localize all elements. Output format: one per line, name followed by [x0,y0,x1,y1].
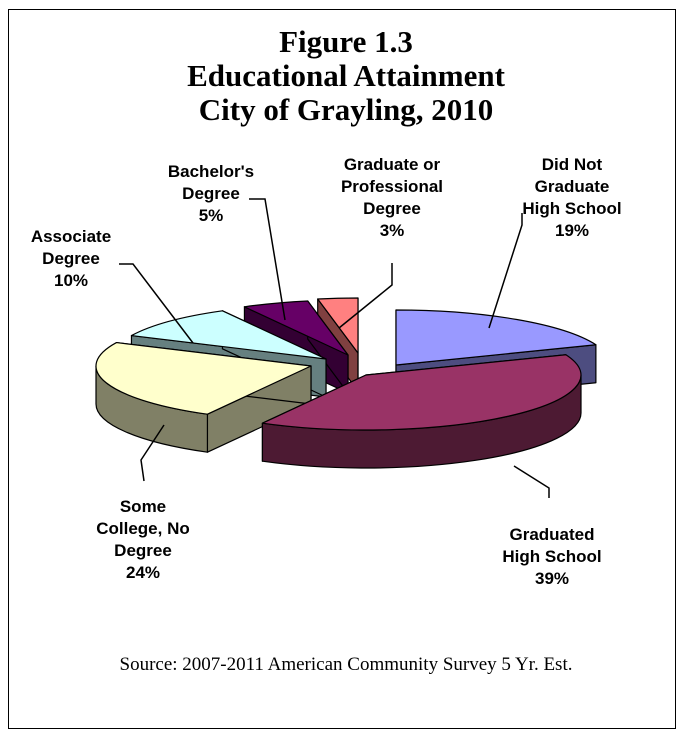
slice-2 [261,354,582,469]
slice-label-line: Graduated [509,525,594,544]
chart-title: Figure 1.3 Educational Attainment City o… [187,24,505,127]
figure-frame: Figure 1.3 Educational Attainment City o… [8,9,676,729]
slice-6-top [317,297,359,354]
slice-label-line: Associate [31,227,111,246]
pie-chart: Figure 1.3 Educational Attainment City o… [31,24,622,675]
slice-label-line: Bachelor's [168,162,254,181]
leader-lines [119,198,550,498]
slice-value-label-4: 10% [54,271,88,290]
slice-label-line: Some [120,497,166,516]
leader-line-2 [513,465,550,498]
slice-label-5: Bachelor's Degree 5% [168,162,254,225]
leader-line-6 [338,263,393,329]
slice-value-label-3: 24% [126,563,160,582]
title-line-2: Educational Attainment [187,58,505,93]
slice-value-label-5: 5% [199,206,224,225]
slice-label-line: Degree [42,249,100,268]
title-line-1: Figure 1.3 [279,24,413,59]
slice-2-top [261,354,582,431]
slice-1-top [395,309,597,366]
leader-line-5 [249,198,286,321]
slice-label-line: Professional [341,177,443,196]
slice-value-label-2: 39% [535,569,569,588]
slice-label-line: High School [502,547,601,566]
slice-label-line: Graduate [535,177,610,196]
slice-label-4: Associate Degree 10% [31,227,111,290]
slice-label-line: Degree [114,541,172,560]
slice-label-line: Degree [182,184,240,203]
pie-slices [95,297,597,469]
source-note: Source: 2007-2011 American Community Sur… [120,654,573,675]
leader-line-1 [488,213,523,329]
slice-labels: Did Not Graduate High School 19% Graduated Hi… [31,155,622,588]
slice-label-3: Some College, No Degree 24% [96,497,190,582]
title-line-3: City of Grayling, 2010 [199,92,494,127]
slice-label-line: Graduate or [344,155,441,174]
leader-line-3 [140,424,165,482]
slice-3-top [95,341,312,415]
slice-label-1: Did Not Graduate High School 19% [522,155,621,240]
slice-label-line: High School [522,199,621,218]
slice-label-line: College, No [96,519,190,538]
slice-3 [95,341,312,453]
slice-4-top [130,310,327,360]
slice-value-label-6: 3% [380,221,405,240]
slice-value-label-1: 19% [555,221,589,240]
slice-label-line: Did Not [542,155,603,174]
leader-line-4 [119,263,194,344]
slice-5-top [243,300,349,356]
slice-label-line: Degree [363,199,421,218]
slice-label-2: Graduated High School 39% [502,525,601,588]
slice-label-6: Graduate or Professional Degree 3% [341,155,443,240]
